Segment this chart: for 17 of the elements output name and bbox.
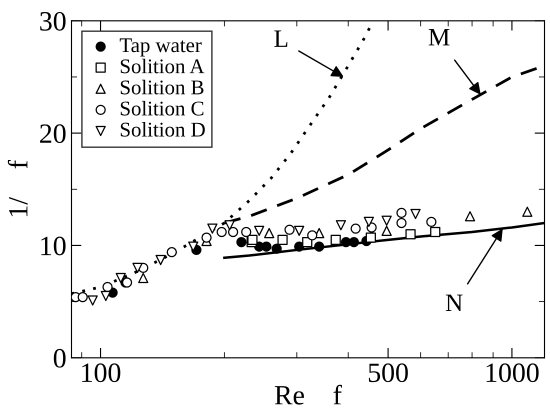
annotation: N xyxy=(446,294,463,311)
legend-label: Tap water xyxy=(120,38,202,56)
legend-label: Solition C xyxy=(120,100,204,116)
annotation: M xyxy=(428,29,450,46)
y-tick-label: 20 xyxy=(40,124,66,144)
x-tick-label: 1000 xyxy=(486,363,539,382)
legend-label: Solition B xyxy=(120,80,204,94)
x-tick-label: 500 xyxy=(368,363,408,382)
y-tick-label: 10 xyxy=(41,236,66,256)
legend-label: Solition D xyxy=(120,122,205,137)
y-tick-label: 30 xyxy=(40,12,66,31)
x-axis-title: Re f xyxy=(274,384,342,405)
y-tick-label: 0 xyxy=(54,348,66,368)
annotation: L xyxy=(274,30,288,47)
y-axis-title: 1/ f xyxy=(8,160,28,216)
legend-label: Solition A xyxy=(120,58,204,74)
x-tick-label: 100 xyxy=(82,363,120,382)
